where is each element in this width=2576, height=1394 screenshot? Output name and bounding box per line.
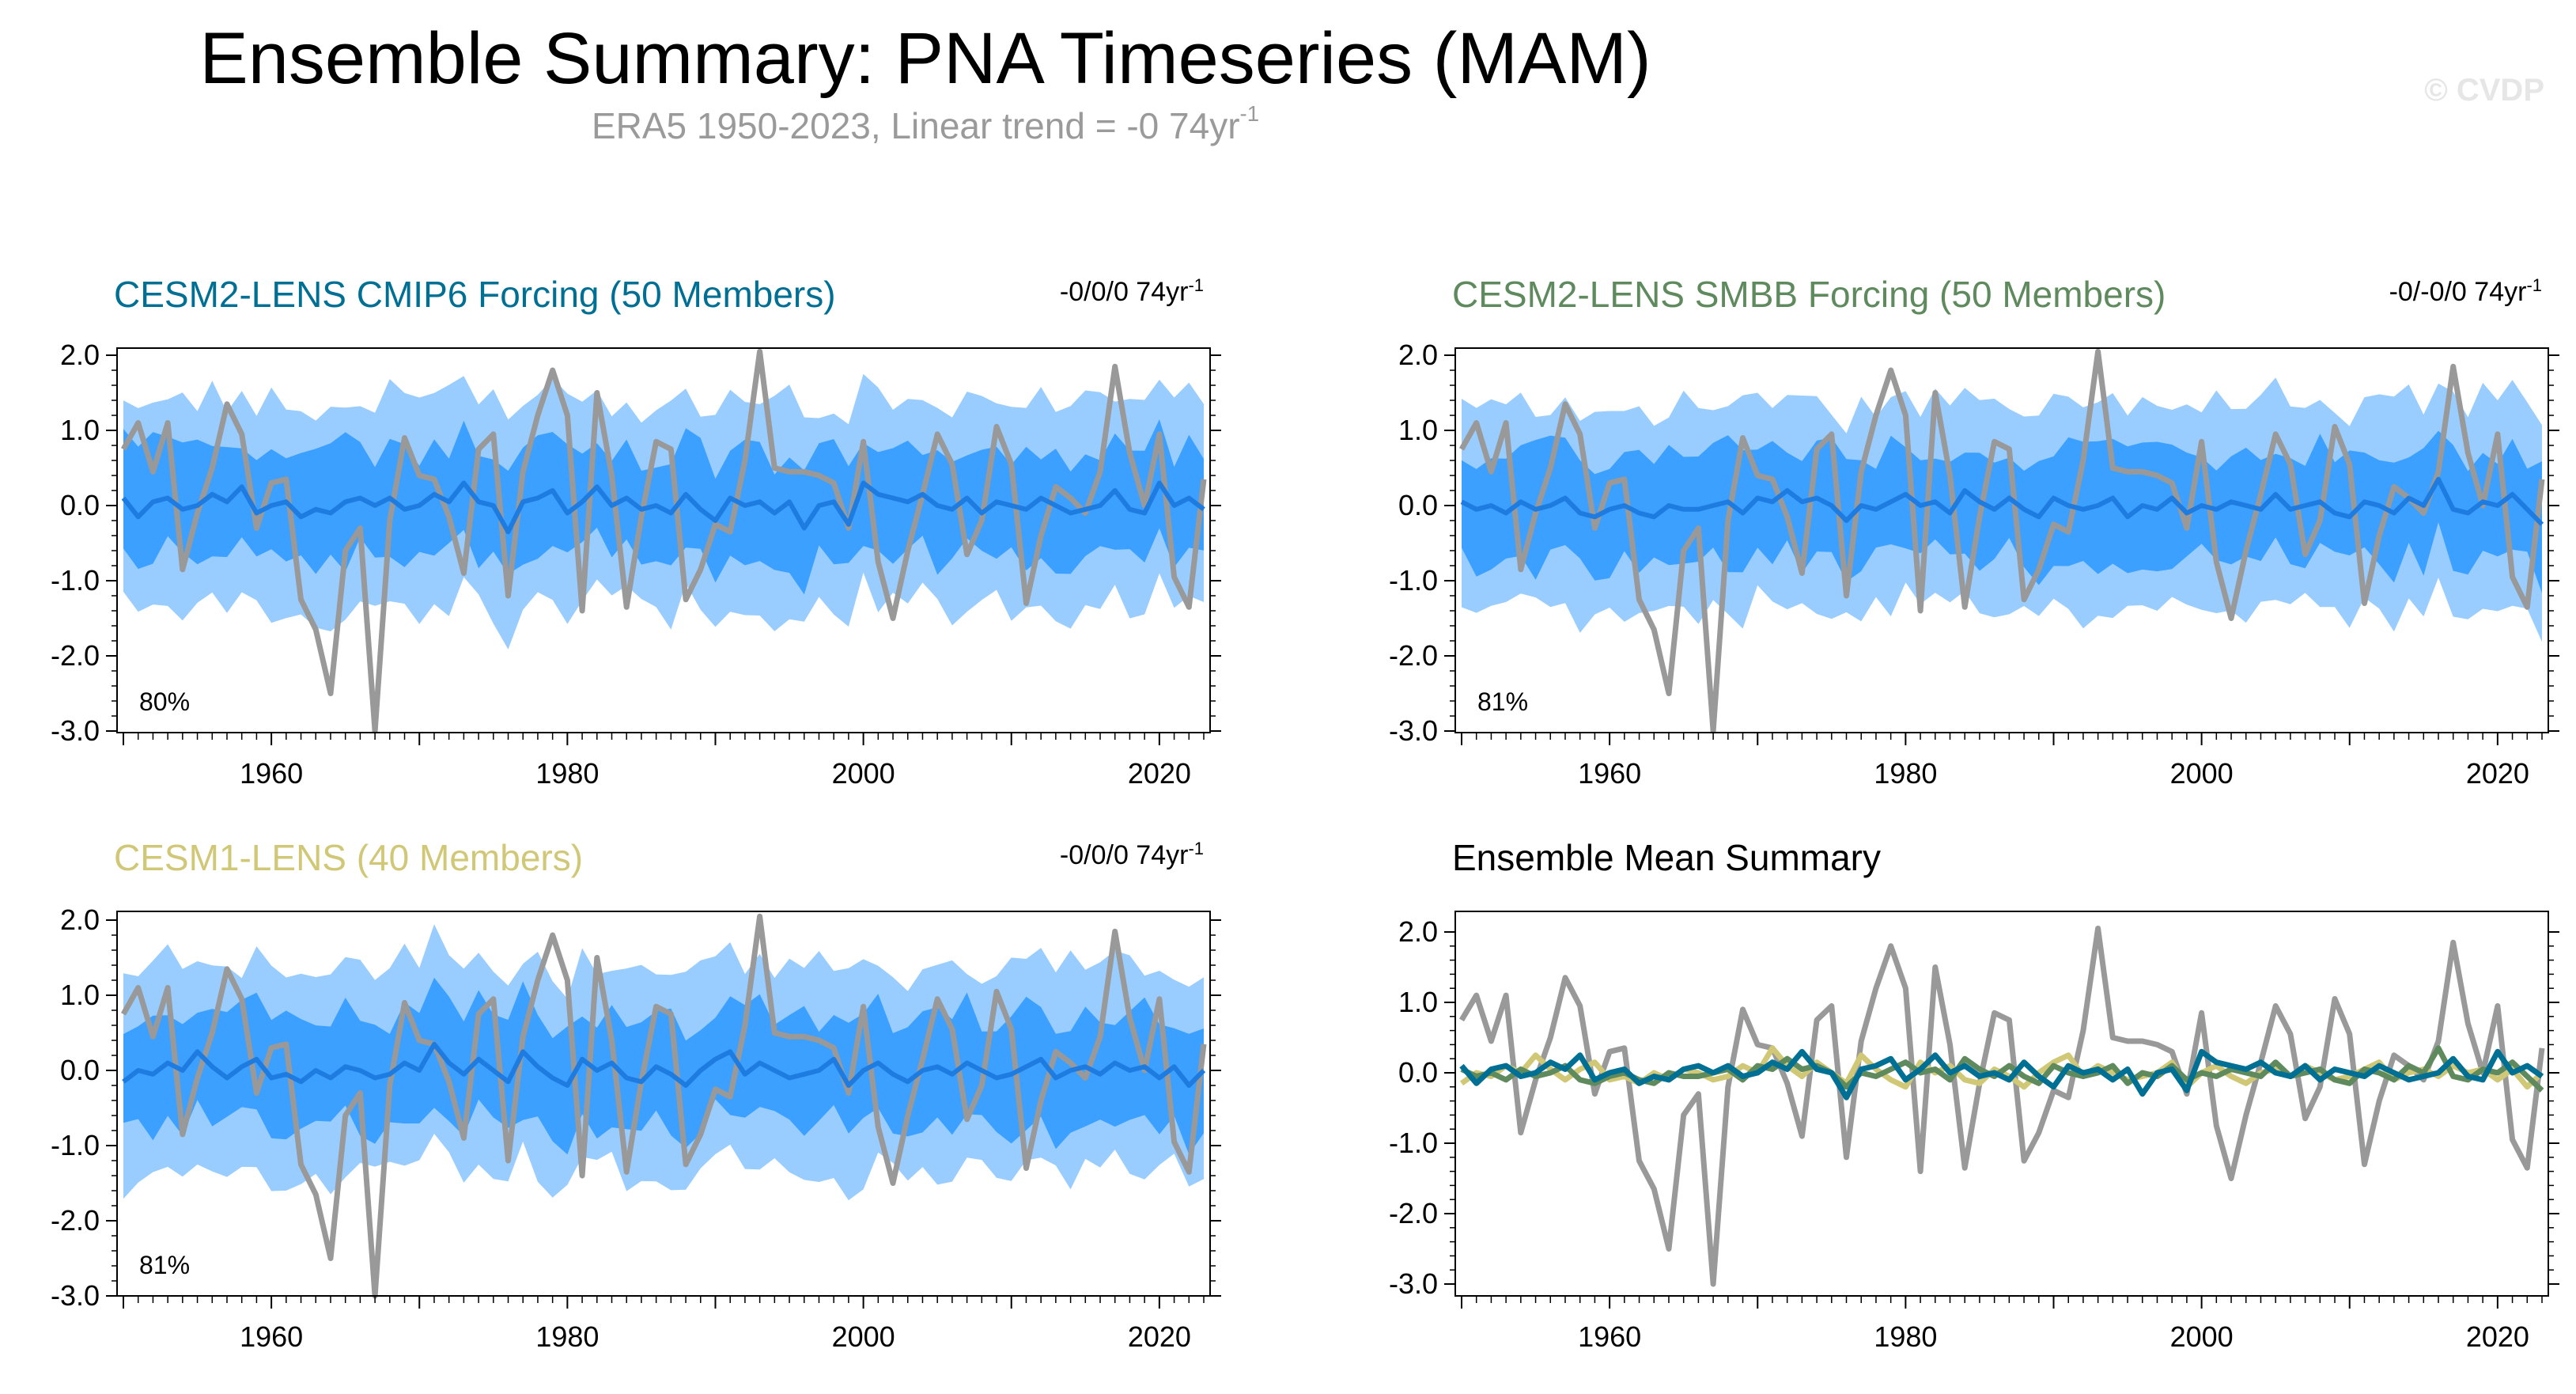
series-line-ensemble-mean <box>1460 476 2544 526</box>
y-tick-label: -3.0 <box>1389 1267 1438 1300</box>
cvdp-watermark: © CVDP <box>2424 73 2544 108</box>
y-tick-label: -1.0 <box>1389 564 1438 597</box>
y-tick-label: -1.0 <box>51 564 100 597</box>
x-tick-label: 1960 <box>1578 757 1641 790</box>
y-tick-label: 1.0 <box>1398 414 1438 446</box>
x-tick-label: 1980 <box>1874 1320 1937 1353</box>
x-tick-label: 2000 <box>2170 1320 2234 1353</box>
y-tick-label: -2.0 <box>1389 639 1438 672</box>
series-line-era5 <box>1458 926 2545 1287</box>
x-tick-label: 1960 <box>240 1320 303 1353</box>
percent-label: 80% <box>139 688 190 716</box>
plot-frame <box>1454 347 2549 733</box>
y-tick-label: 0.0 <box>1398 1056 1438 1089</box>
y-tick-label: -3.0 <box>51 1279 100 1312</box>
panel-title: CESM1-LENS (40 Members) <box>114 837 583 878</box>
percent-label: 81% <box>139 1251 190 1279</box>
x-tick-label: 2020 <box>1128 1320 1191 1353</box>
series-line-cesm2-lens-cmip6 <box>1459 1048 2544 1100</box>
panel-1: CESM2-LENS CMIP6 Forcing (50 Members) -0/… <box>51 274 1221 790</box>
panel-2: CESM2-LENS SMBB Forcing (50 Members) -0/-… <box>1389 274 2559 790</box>
y-tick-label: 2.0 <box>60 903 100 936</box>
percent-label: 81% <box>1477 688 1528 716</box>
spread-band-inner <box>1462 430 2542 593</box>
trend-superscript: -1 <box>1188 839 1204 858</box>
panel-title: CESM2-LENS CMIP6 Forcing (50 Members) <box>114 274 836 315</box>
trend-value: -0/0/0 74yr <box>1060 840 1189 870</box>
y-tick-label: 0.0 <box>60 489 100 521</box>
x-tick-label: 2000 <box>832 1320 895 1353</box>
trend-label: -0/0/0 74yr-1 <box>1060 839 1204 870</box>
y-tick-label: 2.0 <box>1398 915 1438 948</box>
y-tick-label: -3.0 <box>51 714 100 747</box>
trend-superscript: -1 <box>1188 275 1204 295</box>
x-tick-label: 2000 <box>2170 757 2234 790</box>
x-tick-label: 2020 <box>1128 757 1191 790</box>
trend-value: -0/0/0 74yr <box>1060 277 1189 307</box>
y-tick-label: -2.0 <box>51 1204 100 1237</box>
plot-frame <box>116 347 1211 733</box>
x-tick-label: 1980 <box>535 1320 599 1353</box>
trend-value: -0/-0/0 74yr <box>2389 277 2527 307</box>
y-tick-label: -1.0 <box>1389 1127 1438 1159</box>
panel-title: CESM2-LENS SMBB Forcing (50 Members) <box>1452 274 2166 315</box>
series-line-ensemble-mean <box>121 480 1205 535</box>
panel-4: Ensemble Mean Summary 2.0 1.0 0.0 -1.0 -2.0 -3… <box>1389 837 2559 1353</box>
subtitle-text: ERA5 1950-2023, Linear trend = -0 74yr <box>591 105 1240 146</box>
y-tick-label: -3.0 <box>1389 714 1438 747</box>
x-tick-label: 1960 <box>1578 1320 1641 1353</box>
y-tick-label: 1.0 <box>60 414 100 446</box>
series-line-era5 <box>1458 348 2545 734</box>
series-line-ensemble-mean <box>122 1041 1206 1088</box>
x-tick-label: 1980 <box>1874 757 1937 790</box>
trend-superscript: -1 <box>2526 275 2542 295</box>
panel-title: Ensemble Mean Summary <box>1452 837 1881 878</box>
x-tick-label: 2020 <box>2466 1320 2529 1353</box>
y-tick-label: 2.0 <box>60 339 100 371</box>
y-tick-label: 0.0 <box>1398 489 1438 521</box>
subtitle-superscript: -1 <box>1239 101 1260 127</box>
figure-subtitle: ERA5 1950-2023, Linear trend = -0 74yr-1 <box>0 101 1851 147</box>
y-tick-label: -2.0 <box>51 639 100 672</box>
y-tick-label: -1.0 <box>51 1129 100 1161</box>
y-tick-label: 1.0 <box>1398 986 1438 1018</box>
plot-frame <box>1454 911 2549 1297</box>
x-tick-label: 2020 <box>2466 757 2529 790</box>
plot-frame <box>116 911 1211 1297</box>
x-tick-label: 2000 <box>832 757 895 790</box>
series-line-era5 <box>120 913 1207 1299</box>
y-tick-label: 0.0 <box>60 1054 100 1086</box>
x-tick-label: 1960 <box>240 757 303 790</box>
series-line-era5 <box>120 348 1207 734</box>
trend-label: -0/0/0 74yr-1 <box>1060 275 1204 307</box>
panel-3: CESM1-LENS (40 Members) -0/0/0 74yr-1 2.0 1… <box>51 837 1221 1353</box>
y-tick-label: 1.0 <box>60 979 100 1011</box>
figure-title: Ensemble Summary: PNA Timeseries (MAM) <box>199 18 1651 99</box>
y-tick-label: 2.0 <box>1398 339 1438 371</box>
trend-label: -0/-0/0 74yr-1 <box>2389 275 2542 307</box>
y-tick-label: -2.0 <box>1389 1197 1438 1229</box>
x-tick-label: 1980 <box>535 757 599 790</box>
